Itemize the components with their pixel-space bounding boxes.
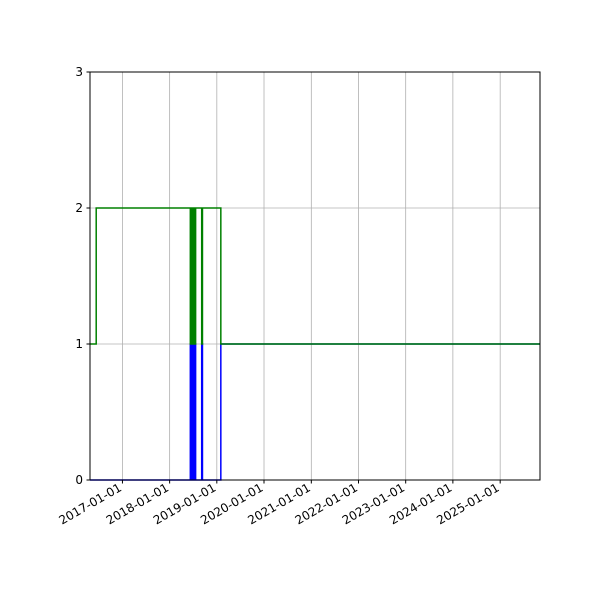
ticks: 2017-01-012018-01-012019-01-012020-01-01… (57, 65, 502, 527)
y-tick-label: 3 (75, 65, 83, 79)
y-tick-label: 1 (75, 337, 83, 351)
y-tick-label: 2 (75, 201, 83, 215)
y-tick-label: 0 (75, 473, 83, 487)
series-line (90, 343, 540, 481)
series-line (90, 207, 540, 345)
axes-frame (89, 71, 541, 481)
grid (90, 71, 540, 481)
